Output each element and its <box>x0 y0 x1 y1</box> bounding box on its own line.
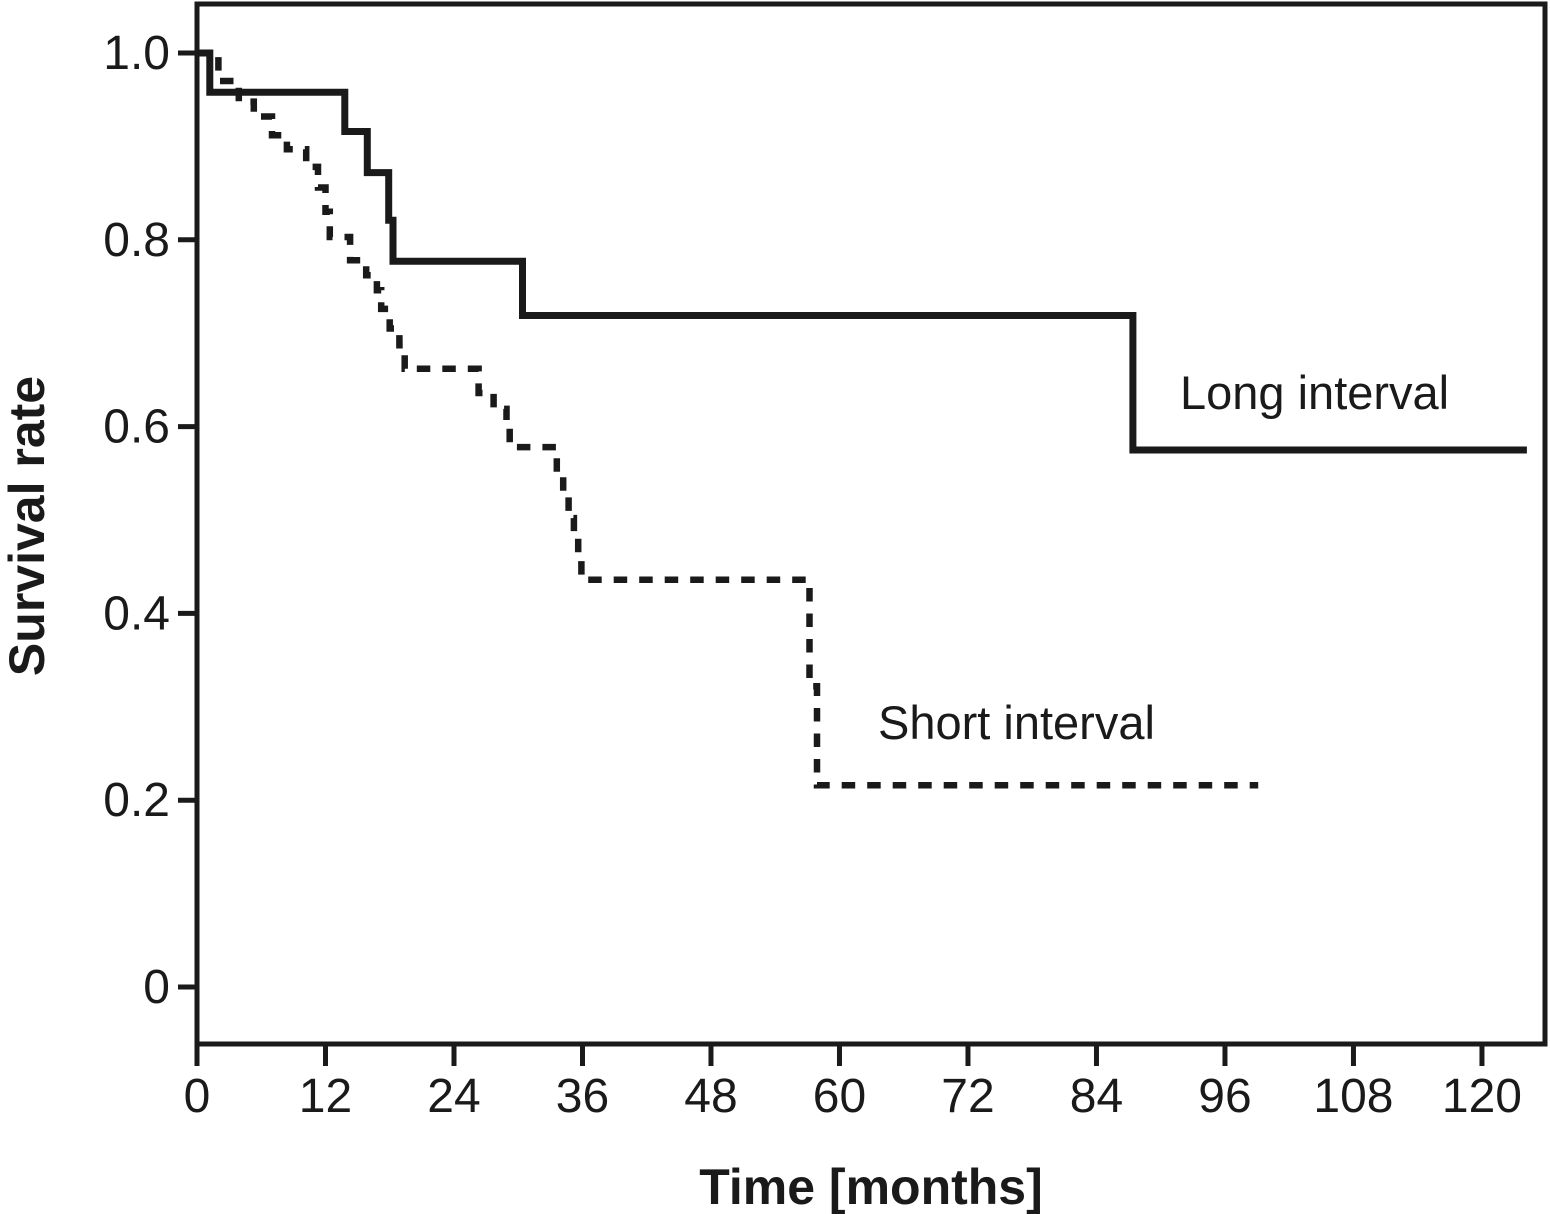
x-tick-label: 36 <box>556 1070 609 1123</box>
plot-border <box>194 1 1548 1047</box>
y-tick-label: 0 <box>143 961 170 1014</box>
x-tick-label: 12 <box>299 1070 352 1123</box>
y-tick-label: 1.0 <box>103 27 170 80</box>
x-tick-label: 84 <box>1070 1070 1123 1123</box>
x-tick-label: 60 <box>813 1070 866 1123</box>
x-tick-label: 96 <box>1198 1070 1251 1123</box>
y-tick-label: 0.8 <box>103 214 170 267</box>
y-axis-title: Survival rate <box>0 376 55 676</box>
x-tick-label: 120 <box>1442 1070 1522 1123</box>
x-axis-title: Time [months] <box>699 1159 1043 1214</box>
y-tick-label: 0.4 <box>103 587 170 640</box>
y-tick-label: 0.6 <box>103 401 170 454</box>
series-label-short-interval: Short interval <box>878 696 1155 749</box>
x-tick-label: 24 <box>427 1070 480 1123</box>
series-group <box>197 49 1527 789</box>
x-tick-label: 0 <box>184 1070 211 1123</box>
x-tick-label: 48 <box>684 1070 737 1123</box>
x-axis: 0 12 24 36 48 60 72 84 96 108 120 <box>184 1044 1522 1123</box>
series-label-long-interval: Long interval <box>1180 366 1449 419</box>
y-axis: 1.0 0.8 0.6 0.4 0.2 0 <box>103 27 197 1014</box>
x-tick-label: 108 <box>1313 1070 1393 1123</box>
x-tick-label: 72 <box>941 1070 994 1123</box>
y-tick-label: 0.2 <box>103 774 170 827</box>
series-line-long-interval <box>197 49 1527 454</box>
series-line-short-interval <box>197 49 1259 789</box>
